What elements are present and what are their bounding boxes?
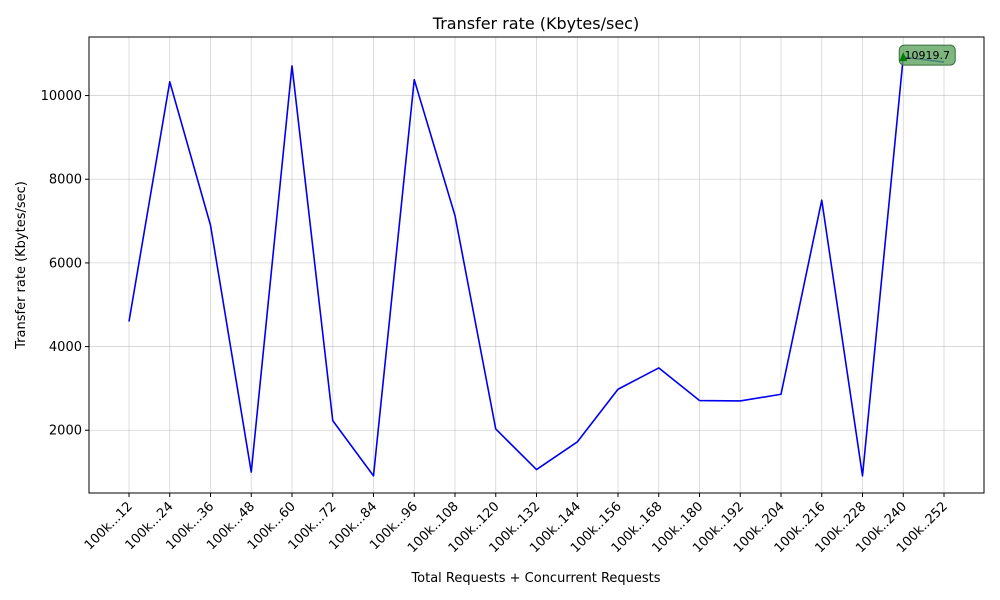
y-axis-ticks: 2000 4000 6000 8000 10000	[41, 89, 89, 439]
y-axis-label: Transfer rate (Kbytes/sec)	[14, 181, 29, 350]
annotation-label: 10919.7	[905, 49, 951, 62]
annotation-layer: 10919.7	[898, 44, 956, 66]
y-tick-label: 6000	[49, 256, 82, 271]
x-axis-label: Total Requests + Concurrent Requests	[410, 571, 660, 586]
annotation-arrow	[899, 52, 908, 62]
y-tick-label: 4000	[49, 340, 82, 355]
annotation-box	[898, 44, 956, 66]
series-layer	[128, 56, 945, 477]
y-tick-label: 8000	[49, 173, 82, 188]
y-tick-label: 2000	[49, 424, 82, 439]
y-tick-label: 10000	[41, 89, 82, 104]
chart-title: Transfer rate (Kbytes/sec)	[432, 14, 639, 33]
